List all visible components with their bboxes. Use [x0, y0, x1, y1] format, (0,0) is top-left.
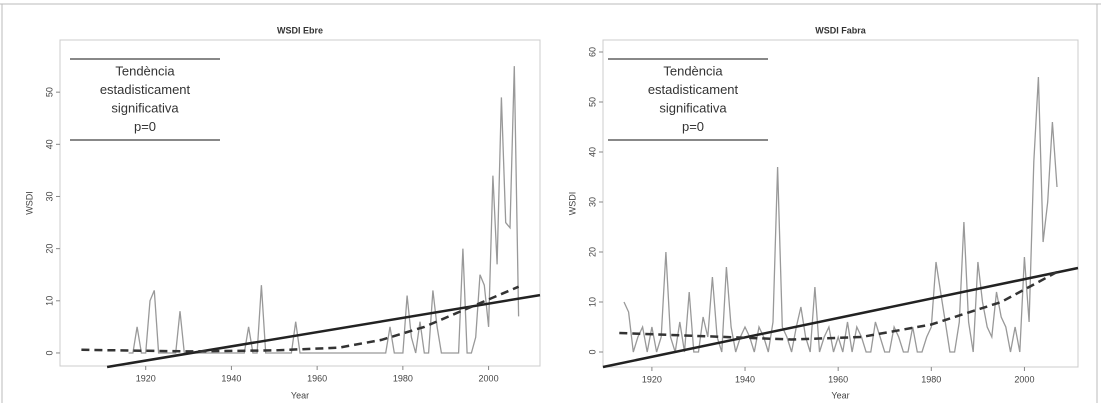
y-tick-label: 40	[44, 139, 54, 149]
x-tick-label: 1940	[221, 373, 241, 383]
y-tick-label: 50	[44, 87, 54, 97]
x-tick-label: 1960	[828, 374, 848, 384]
annotation: significativa	[111, 100, 179, 115]
annotation: p=0	[682, 119, 704, 134]
x-tick-label: 1940	[735, 374, 755, 384]
y-tick-label: 0	[44, 350, 54, 355]
y-tick-label: 30	[44, 191, 54, 201]
x-tick-label: 1980	[393, 373, 413, 383]
x-tick-label: 1960	[307, 373, 327, 383]
y-tick-label: 10	[587, 297, 597, 307]
annotation: significativa	[659, 100, 727, 115]
x-tick-label: 2000	[1014, 374, 1034, 384]
data-line	[623, 76, 1058, 353]
x-tick-label: 1980	[921, 374, 941, 384]
x-axis-label: Year	[831, 390, 849, 400]
y-axis-label: WSDI	[24, 191, 34, 215]
y-tick-label: 20	[44, 244, 54, 254]
plot-frame	[602, 39, 1079, 368]
chart-title: WSDI Ebre	[277, 25, 323, 35]
annotation: Tendència	[115, 63, 175, 78]
x-tick-label: 2000	[479, 373, 499, 383]
y-axis-label: WSDI	[567, 192, 577, 216]
y-tick-label: 30	[587, 197, 597, 207]
x-axis-label: Year	[291, 390, 309, 400]
y-tick-label: 60	[587, 47, 597, 57]
smooth-line	[619, 270, 1058, 341]
x-tick-label: 1920	[136, 373, 156, 383]
x-tick-label: 1920	[642, 374, 662, 384]
trend-line	[602, 266, 1079, 369]
data-line	[128, 66, 520, 354]
annotation: p=0	[134, 119, 156, 134]
y-tick-label: 20	[587, 247, 597, 257]
chart-title: WSDI Fabra	[815, 25, 867, 35]
smooth-line	[81, 285, 520, 353]
annotation: Tendència	[663, 63, 723, 78]
trend-line	[106, 293, 541, 369]
y-tick-label: 40	[587, 147, 597, 157]
y-tick-label: 0	[587, 349, 597, 354]
y-tick-label: 10	[44, 296, 54, 306]
annotation: estadisticament	[648, 82, 739, 97]
annotation: estadisticament	[100, 82, 191, 97]
plot-frame	[59, 39, 541, 367]
y-tick-label: 50	[587, 97, 597, 107]
